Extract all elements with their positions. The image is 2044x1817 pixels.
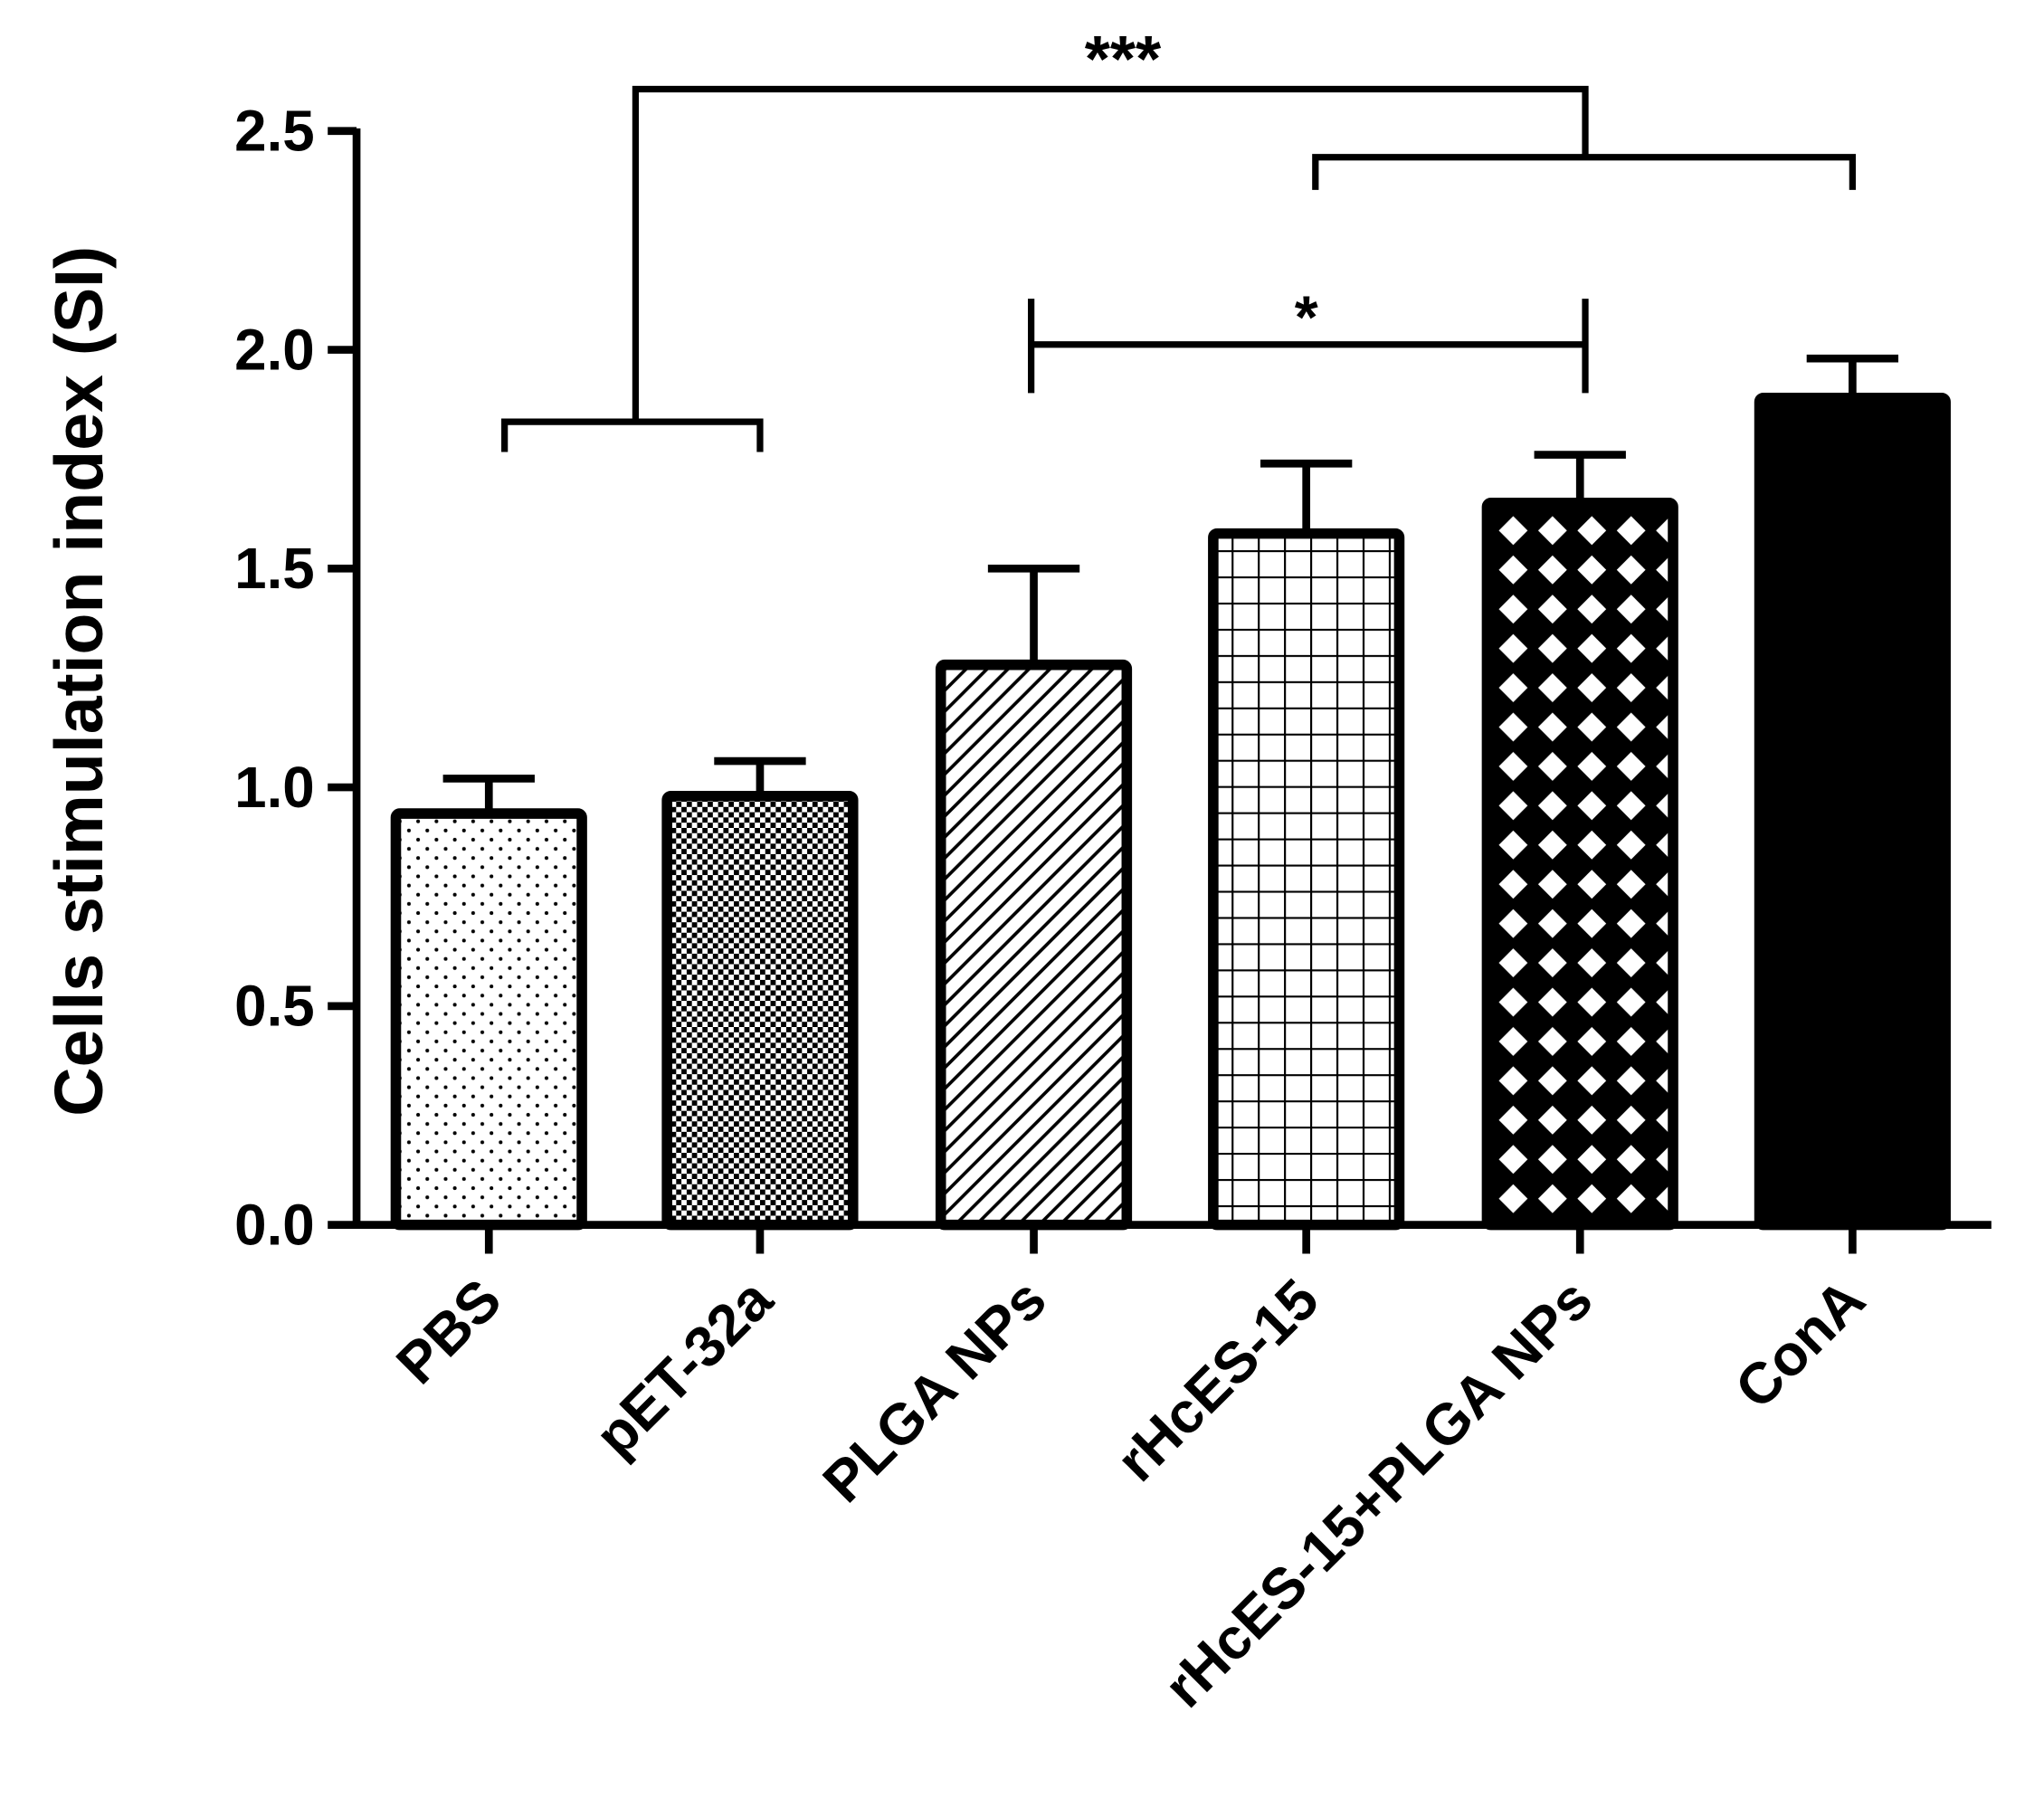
- bracket-plga-rhcesplga: [1028, 299, 1589, 394]
- x-tick-label: PLGA NPs: [811, 1267, 1059, 1515]
- bars: [390, 354, 1951, 1231]
- bar-cona: [1754, 392, 1951, 1231]
- bar-pbs: [390, 808, 587, 1231]
- y-tick-label: 1.0: [234, 756, 315, 820]
- y-tick-label: 1.5: [234, 537, 315, 601]
- bar-rhces-15-plga-nps: [1481, 497, 1678, 1231]
- x-tick-label: PBS: [385, 1267, 514, 1396]
- y-tick-label: 2.5: [234, 99, 315, 163]
- y-axis-label: Cells stimulation index (SI): [41, 246, 117, 1117]
- y-tick-label: 0.5: [234, 975, 315, 1039]
- x-tick-label: ConA: [1723, 1267, 1877, 1421]
- significance-label: *: [1295, 285, 1318, 352]
- y-tick-label: 0.0: [234, 1193, 315, 1257]
- significance-annotations: ****: [501, 23, 1856, 452]
- bar-rhces-15: [1208, 528, 1405, 1231]
- bar-pet-32a: [661, 790, 859, 1231]
- bracket-rhces-cona: [1312, 154, 1856, 190]
- bracket-pbs-pet32a: [501, 418, 764, 452]
- x-tick-label: pET-32a: [583, 1267, 784, 1469]
- bracket-significance-main: [632, 85, 1589, 423]
- y-tick-label: 2.0: [234, 318, 315, 382]
- significance-label: ***: [1085, 23, 1162, 96]
- x-tick-label: rHcES-15: [1104, 1267, 1330, 1493]
- bar-plga-nps: [935, 659, 1133, 1231]
